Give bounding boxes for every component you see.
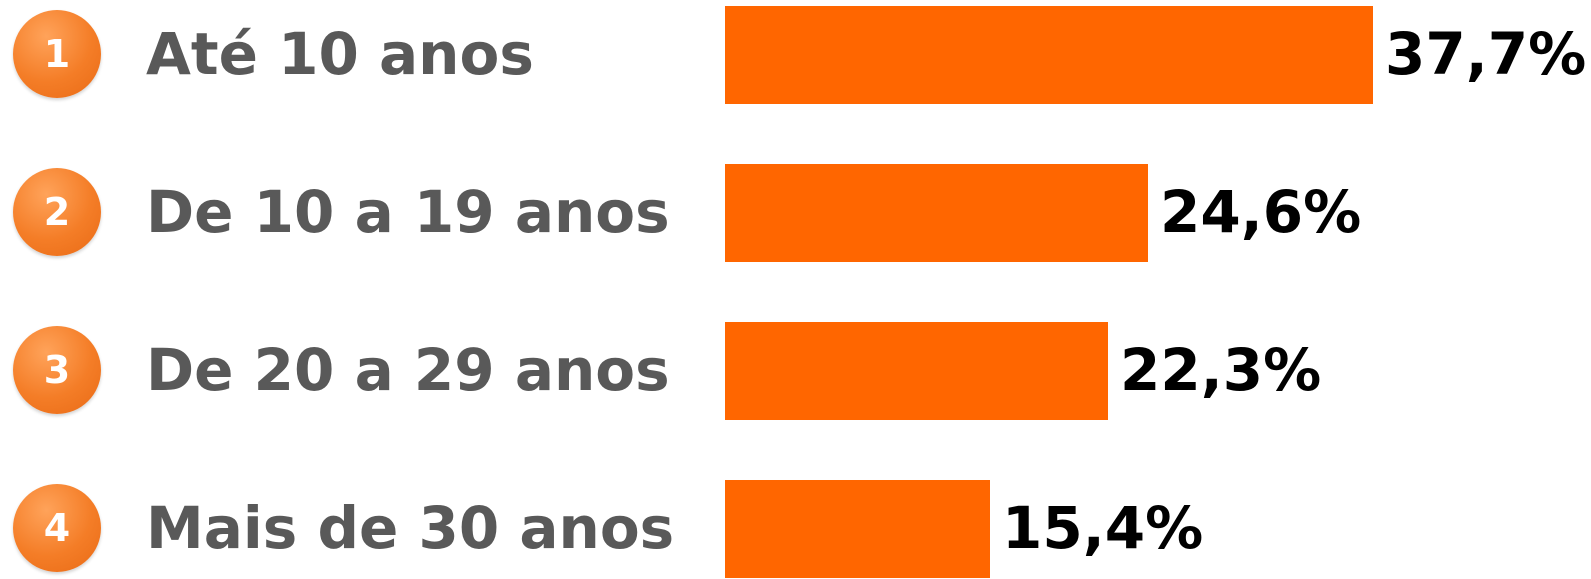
bar	[725, 6, 1373, 104]
rank-badge: 2	[13, 168, 101, 256]
category-label: Mais de 30 anos	[146, 494, 675, 562]
rank-badge: 1	[13, 10, 101, 98]
bar-row: 1 Até 10 anos 37,7%	[0, 4, 1591, 104]
bar	[725, 322, 1108, 420]
value-label: 15,4%	[1002, 494, 1204, 562]
bar	[725, 164, 1148, 262]
category-label: De 10 a 19 anos	[146, 178, 670, 246]
value-label: 37,7%	[1385, 20, 1587, 88]
bar-row: 2 De 10 a 19 anos 24,6%	[0, 162, 1591, 262]
category-label: Até 10 anos	[146, 20, 534, 88]
rank-badge: 4	[13, 484, 101, 572]
rank-badge: 3	[13, 326, 101, 414]
value-label: 24,6%	[1160, 178, 1362, 246]
value-label: 22,3%	[1120, 336, 1322, 404]
bar-row: 3 De 20 a 29 anos 22,3%	[0, 320, 1591, 420]
category-label: De 20 a 29 anos	[146, 336, 670, 404]
bar	[725, 480, 990, 578]
bar-row: 4 Mais de 30 anos 15,4%	[0, 478, 1591, 578]
